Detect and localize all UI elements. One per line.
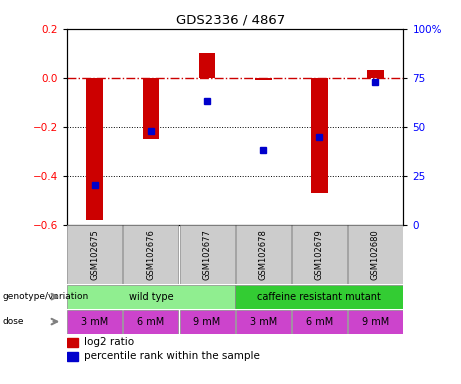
Text: 6 mM: 6 mM (306, 316, 333, 327)
Text: caffeine resistant mutant: caffeine resistant mutant (257, 291, 381, 302)
Text: GSM102677: GSM102677 (202, 229, 212, 280)
FancyBboxPatch shape (124, 310, 178, 334)
FancyBboxPatch shape (180, 225, 235, 283)
Bar (67, 352, 78, 361)
Text: 3 mM: 3 mM (81, 316, 108, 327)
Text: 6 mM: 6 mM (137, 316, 165, 327)
Text: 3 mM: 3 mM (249, 316, 277, 327)
Bar (67, 338, 78, 347)
Text: genotype/variation: genotype/variation (2, 292, 89, 301)
FancyBboxPatch shape (348, 225, 403, 283)
Text: 9 mM: 9 mM (362, 316, 389, 327)
Text: log2 ratio: log2 ratio (84, 338, 134, 348)
FancyBboxPatch shape (124, 225, 178, 283)
Text: GSM102675: GSM102675 (90, 229, 100, 280)
Bar (199, 53, 215, 78)
Text: percentile rank within the sample: percentile rank within the sample (84, 351, 260, 361)
FancyBboxPatch shape (292, 310, 347, 334)
Bar (87, 78, 103, 220)
FancyBboxPatch shape (67, 285, 235, 309)
Text: GSM102678: GSM102678 (259, 229, 268, 280)
FancyBboxPatch shape (292, 225, 347, 283)
Bar (367, 70, 384, 78)
Text: GSM102676: GSM102676 (147, 229, 155, 280)
Bar (255, 78, 272, 80)
FancyBboxPatch shape (67, 310, 122, 334)
FancyBboxPatch shape (236, 310, 290, 334)
Text: wild type: wild type (129, 291, 173, 302)
FancyBboxPatch shape (236, 225, 290, 283)
Bar (311, 78, 328, 193)
Text: GDS2336 / 4867: GDS2336 / 4867 (176, 13, 285, 26)
FancyBboxPatch shape (348, 310, 403, 334)
FancyBboxPatch shape (235, 285, 403, 309)
FancyBboxPatch shape (180, 310, 235, 334)
Text: GSM102680: GSM102680 (371, 229, 380, 280)
Bar (142, 78, 160, 139)
Text: dose: dose (2, 317, 24, 326)
FancyBboxPatch shape (67, 225, 122, 283)
Text: GSM102679: GSM102679 (315, 229, 324, 280)
Text: 9 mM: 9 mM (194, 316, 221, 327)
